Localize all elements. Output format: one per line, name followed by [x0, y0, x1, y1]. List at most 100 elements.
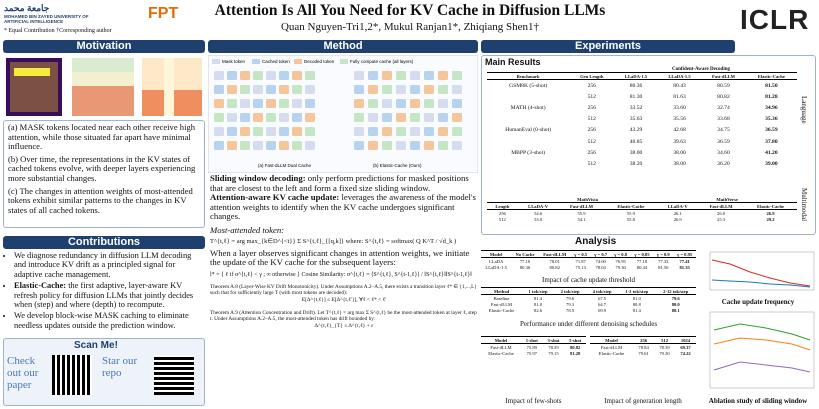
section-header: Contributions: [3, 236, 205, 249]
side-label: Multimodal: [800, 188, 808, 222]
token-cell: [452, 113, 462, 122]
header-cell: LLaDA-V: [657, 202, 699, 210]
header-cell: LLaDA-1.5: [614, 72, 658, 80]
cell: 26.9: [673, 216, 682, 222]
cell: 78.5: [566, 307, 575, 313]
token-cell: [227, 85, 237, 94]
token-cell: [368, 141, 378, 150]
cell: 37.80: [765, 138, 778, 145]
cell: 80.36: [629, 82, 643, 89]
token-cell: [227, 71, 237, 80]
token-cell: [382, 113, 392, 122]
cell: 67.5: [598, 295, 607, 301]
cell: [487, 91, 569, 102]
token-cell: [452, 99, 462, 108]
qr-code[interactable]: [52, 355, 92, 395]
author-note: * Equal Contribution †Corresponding auth…: [4, 28, 112, 34]
header-cell: γ = 0.95: [673, 250, 696, 258]
repo-link[interactable]: Star our repo: [102, 355, 138, 379]
group-cell: MathVerse: [716, 196, 738, 202]
row: Fast-dLLM 81.0 79.3 64.7 80.8 80.0: [481, 301, 696, 307]
header-cell: 1024: [675, 336, 696, 344]
cell: 75.13: [575, 264, 586, 270]
text: leverages the awareness of the model's a…: [210, 192, 476, 221]
cell: 77.41: [679, 258, 690, 264]
token-cell: [279, 99, 289, 108]
token-cell: [396, 99, 406, 108]
token-cell: [253, 113, 263, 122]
cell: [487, 158, 569, 169]
contribution-item: We develop block-wise MASK caching to el…: [14, 311, 205, 330]
cell: 55.9: [577, 210, 586, 216]
token-cell: [382, 141, 392, 150]
subsection-title: Main Results: [485, 57, 541, 67]
token-cell: [227, 127, 237, 136]
token-cell: [266, 127, 276, 136]
conference-logo: ICLR: [740, 4, 810, 35]
token-cell: [253, 141, 263, 150]
token-cell: [410, 99, 420, 108]
table-group: Confident-Aware Decoding: [672, 67, 731, 72]
caption: Performance under different denoising sc…: [519, 320, 658, 328]
cell: Fast-dLLM: [600, 344, 623, 350]
token-cell: [410, 127, 420, 136]
cell: 35.56: [673, 116, 686, 123]
row: LLaDA-1.5 80.36 80.82 75.13 78.04 79.30 80.44 8…: [481, 264, 696, 270]
lead: Most-attended token:: [210, 224, 285, 235]
header-cell: Fast-dLLM: [538, 250, 571, 258]
row: 512 81.30 81.63 80.82 81.28: [487, 91, 797, 102]
table: Benchmark Gen Length LLaDA-1.5 LLaDA-1.5 Fas…: [487, 72, 797, 170]
side-label: Language: [800, 96, 808, 124]
qr-code[interactable]: [154, 355, 194, 395]
table: MathVista MathVerse Length LLaDA-V Fast-dLLM…: [487, 196, 797, 222]
token-cell: [305, 141, 315, 150]
token-cell: [240, 85, 250, 94]
cell: 33.68: [717, 116, 730, 123]
cell: 34.75: [717, 127, 730, 134]
cell: 36.59: [717, 138, 730, 145]
table: Model 1-shot 3-shot 5-shot Fast-dLLM 75.89 78.…: [481, 336, 586, 356]
token-cell: [382, 71, 392, 80]
cell: 78.04: [595, 264, 606, 270]
cell: 82.6: [534, 307, 543, 313]
cell: 81.28: [765, 93, 778, 100]
cell: 55.9: [626, 210, 635, 216]
cell: MBPP (3-shot): [511, 149, 546, 156]
token-cell: [396, 127, 406, 136]
cell: 79.6: [566, 295, 575, 301]
cell: 54.6: [534, 210, 543, 216]
cell: 256: [587, 149, 596, 156]
row: MBPP (3-shot) 256 38.00 38.00 34.60 41.20: [487, 147, 797, 158]
section-header: Motivation: [3, 40, 205, 53]
cell: 25.3: [717, 216, 726, 222]
header-cell: 4 tok/step: [586, 287, 619, 295]
token-cell: [240, 99, 250, 108]
scan-title: Scan Me!: [74, 340, 118, 351]
token-cell: [368, 127, 378, 136]
cell: 36.59: [765, 127, 778, 134]
token-cell: [214, 113, 224, 122]
cell: 80.82: [717, 93, 730, 100]
token-cell: [240, 71, 250, 80]
paper-link[interactable]: Check out our paper: [7, 355, 39, 391]
cell: 81.28: [569, 350, 581, 356]
cell: 81.4: [534, 295, 543, 301]
token-cell: [266, 71, 276, 80]
cell: 79.61: [638, 350, 649, 356]
cell: 36.20: [717, 160, 730, 167]
token-cell: [424, 113, 434, 122]
token-cell: [368, 113, 378, 122]
token-cell: [279, 141, 289, 150]
legend-label: Decoded token: [304, 59, 335, 64]
cell: 78.39: [659, 344, 670, 350]
token-cell: [292, 141, 302, 150]
cell: 81.35: [679, 264, 690, 270]
formula: T^{t,ℓ} = arg max_{k∈D^{<t}} Σ S^{t,ℓ}_{…: [210, 238, 457, 245]
token-cell: [305, 127, 315, 136]
cell: 79.6: [671, 295, 680, 301]
cell: 69.37: [680, 344, 691, 350]
cell: 81.30: [629, 93, 643, 100]
token-cell: [240, 127, 250, 136]
cell: Elastic-Cache: [488, 307, 515, 313]
cell: 256: [587, 104, 596, 111]
